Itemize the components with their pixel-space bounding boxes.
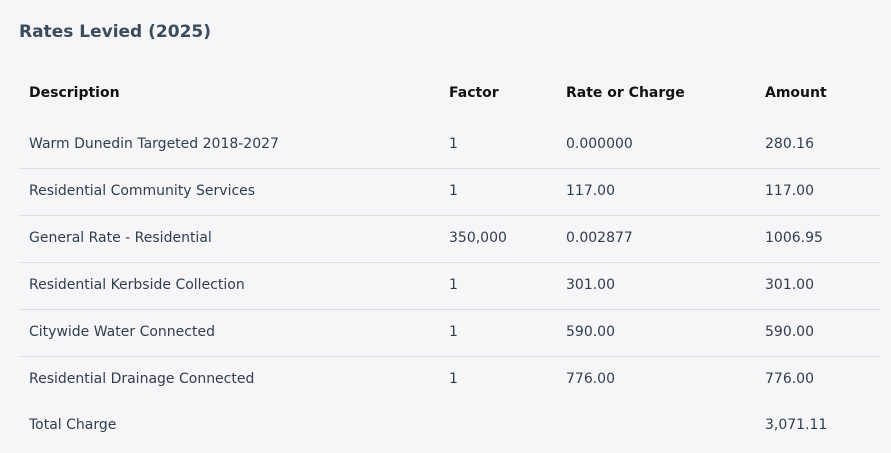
row-divider xyxy=(19,356,880,357)
table-cell: Citywide Water Connected xyxy=(29,324,215,340)
table-cell: 590.00 xyxy=(566,324,615,340)
table-cell: 1 xyxy=(449,136,458,152)
row-divider xyxy=(19,262,880,263)
row-divider xyxy=(19,168,880,169)
table-cell: 1 xyxy=(449,324,458,340)
table-cell: 280.16 xyxy=(765,136,814,152)
total-label: Total Charge xyxy=(29,417,117,433)
table-cell: 1 xyxy=(449,277,458,293)
row-divider xyxy=(19,215,880,216)
table-cell: 301.00 xyxy=(765,277,814,293)
table-cell: 590.00 xyxy=(765,324,814,340)
table-cell: 1006.95 xyxy=(765,230,823,246)
total-amount: 3,071.11 xyxy=(765,417,828,433)
table-cell: 117.00 xyxy=(566,183,615,199)
column-header: Description xyxy=(29,85,120,101)
table-cell: 350,000 xyxy=(449,230,507,246)
table-cell: Residential Kerbside Collection xyxy=(29,277,245,293)
column-header: Rate or Charge xyxy=(566,85,685,101)
table-cell: Residential Community Services xyxy=(29,183,256,199)
table-cell: 1 xyxy=(449,371,458,387)
table-cell: 1 xyxy=(449,183,458,199)
section-title: Rates Levied (2025) xyxy=(19,22,211,42)
row-divider xyxy=(19,309,880,310)
table-cell: 0.000000 xyxy=(566,136,633,152)
table-cell: 776.00 xyxy=(566,371,615,387)
column-header: Amount xyxy=(765,85,827,101)
table-cell: 301.00 xyxy=(566,277,615,293)
table-cell: 776.00 xyxy=(765,371,814,387)
table-cell: Warm Dunedin Targeted 2018-2027 xyxy=(29,136,279,152)
column-header: Factor xyxy=(449,85,499,101)
table-cell: General Rate - Residential xyxy=(29,230,212,246)
table-cell: 0.002877 xyxy=(566,230,633,246)
table-cell: 117.00 xyxy=(765,183,814,199)
table-cell: Residential Drainage Connected xyxy=(29,371,255,387)
